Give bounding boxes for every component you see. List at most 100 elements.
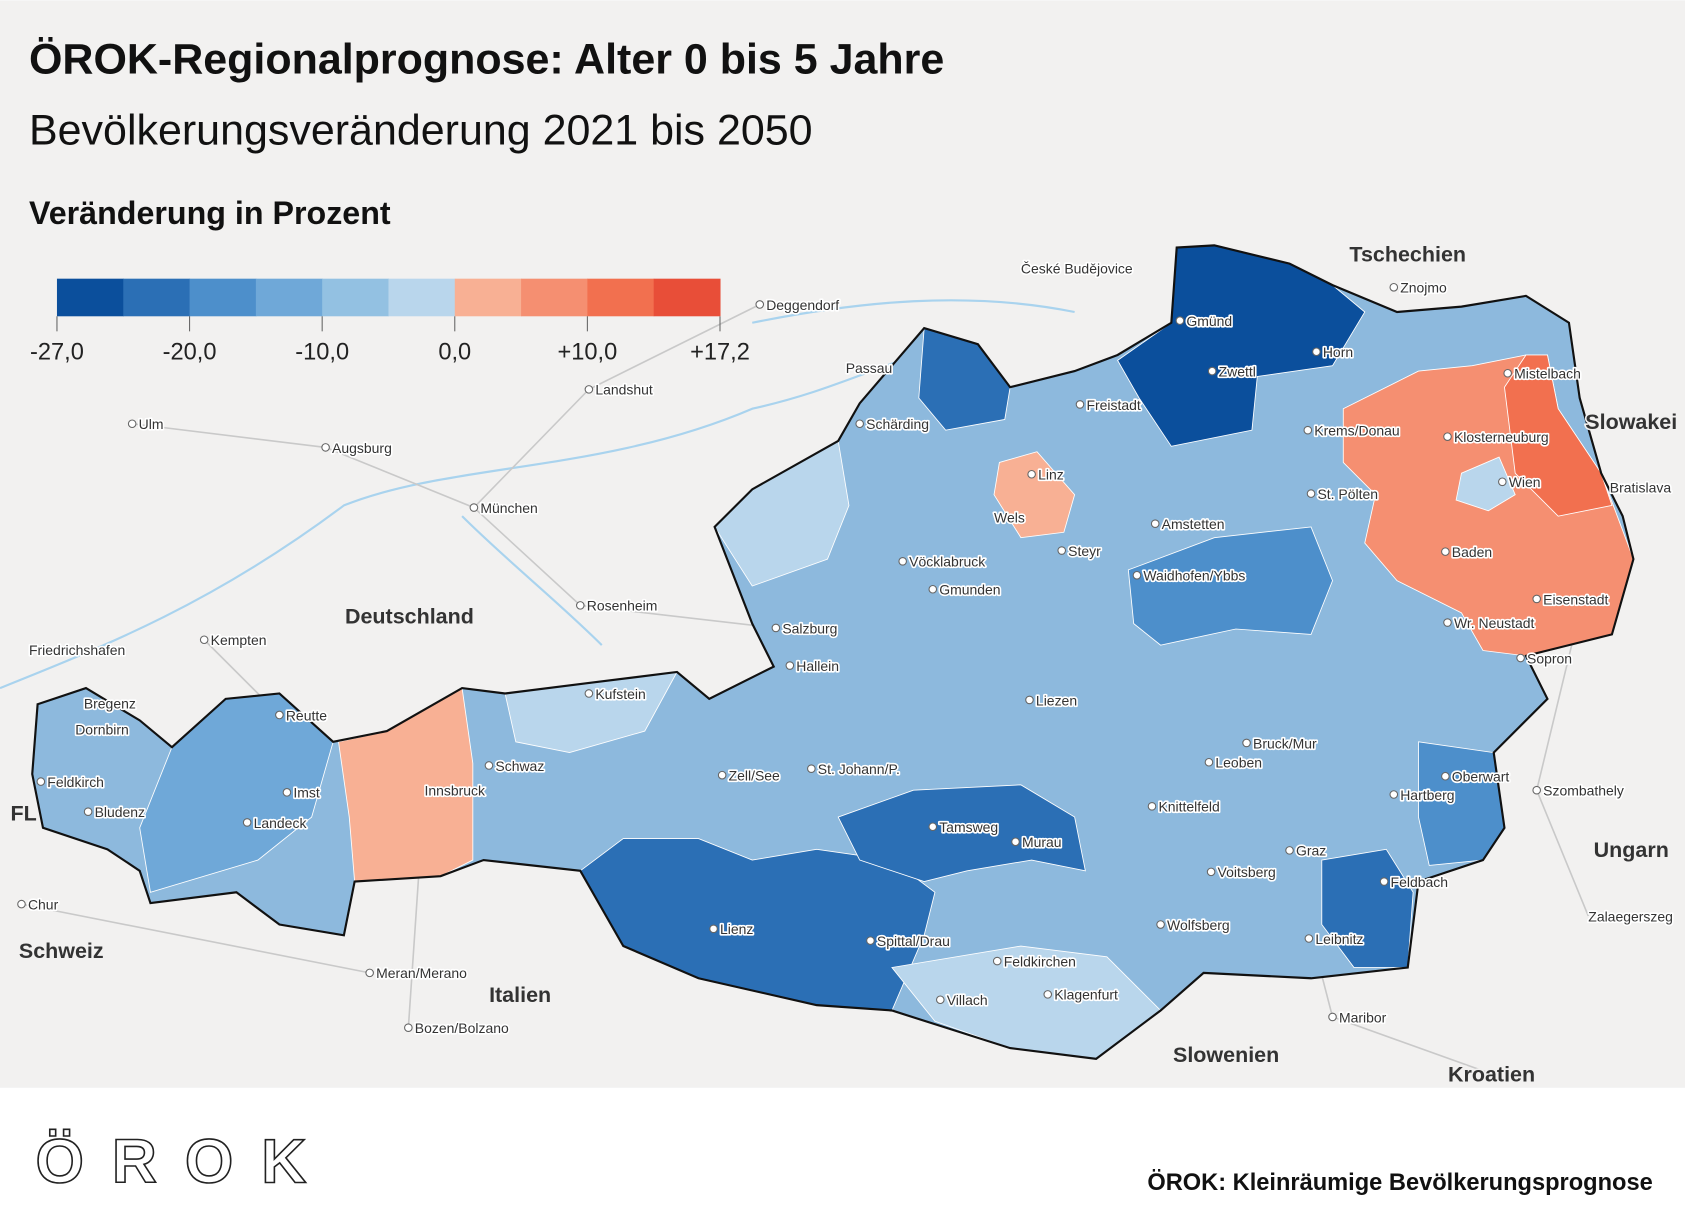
footer — [0, 1087, 1685, 1229]
city-label: Feldbach — [1391, 874, 1448, 890]
region — [993, 451, 1076, 539]
city-label: Graz — [1296, 843, 1326, 859]
legend: -27,0 -20,0 -10,0 0,0 +10,0 +17,2 — [30, 278, 750, 365]
legend-tick-label: +17,2 — [690, 339, 750, 365]
city-dot — [1303, 425, 1313, 435]
city-dot — [1516, 653, 1525, 663]
city-dot — [1043, 990, 1053, 999]
city-label: Leoben — [1215, 755, 1262, 771]
city-label: Szombathely — [1543, 783, 1624, 799]
legend-swatch — [123, 278, 191, 317]
city-label: Landeck — [254, 815, 307, 831]
city-label: Bozen/Bolzano — [415, 1020, 509, 1036]
city-dot — [365, 968, 374, 978]
city-dot — [1312, 347, 1321, 357]
legend-tick-label: +10,0 — [557, 339, 617, 365]
city-label: Sopron — [1527, 650, 1572, 666]
city-dot — [1156, 920, 1165, 929]
city-label: Horn — [1323, 344, 1353, 360]
city-dot — [1057, 546, 1067, 555]
city-dot — [469, 503, 479, 512]
city-label: Maribor — [1339, 1009, 1387, 1025]
city-label: Salzburg — [782, 620, 837, 636]
city-dot — [275, 710, 284, 720]
city-dot — [1206, 867, 1216, 877]
city-dot — [1532, 594, 1542, 604]
legend-tick-label: -10,0 — [295, 339, 349, 365]
city-dot — [1532, 785, 1542, 795]
country-label: Slowakei — [1585, 410, 1677, 434]
city-dot — [199, 635, 209, 645]
country-label: Ungarn — [1594, 838, 1669, 862]
city-label: Zell/See — [729, 768, 780, 784]
source: ÖROK: Kleinräumige Bevölkerungsprognose — [1147, 1169, 1652, 1196]
city-dot — [1306, 489, 1316, 498]
city-label: Augsburg — [332, 440, 392, 456]
river — [752, 299, 1075, 324]
city-label: Deggendorf — [766, 297, 839, 313]
city-label: Rosenheim — [587, 598, 658, 614]
city-dot — [1328, 1012, 1337, 1022]
city-label: Wr. Neustadt — [1454, 615, 1535, 631]
country-label: Tschechien — [1349, 242, 1466, 266]
city-dot — [282, 788, 292, 797]
river — [0, 343, 968, 690]
city-dot — [1441, 547, 1450, 556]
city-label: Passau — [846, 360, 893, 376]
city-dot — [127, 419, 137, 429]
city-dot — [935, 995, 945, 1005]
city-dot — [1242, 738, 1251, 748]
city-dot — [1207, 366, 1217, 376]
city-label: Chur — [28, 896, 59, 912]
city-dot — [928, 822, 938, 832]
city-dot — [771, 623, 781, 633]
legend-swatch — [56, 278, 124, 317]
city-label: Voitsberg — [1218, 864, 1276, 880]
city-label: Landshut — [595, 382, 653, 398]
city-dot — [1443, 618, 1452, 627]
city-label: Amstetten — [1162, 516, 1225, 532]
city-label: Innsbruck — [424, 783, 485, 799]
city-label: Linz — [1038, 467, 1064, 483]
city-label: St. Johann/P. — [818, 761, 900, 777]
city-label: Friedrichshafen — [29, 642, 125, 658]
city-label: Ulm — [139, 416, 164, 432]
legend-tick-label: -27,0 — [30, 339, 84, 365]
city-label: Bratislava — [1610, 480, 1672, 496]
city-dot — [242, 818, 252, 827]
city-dot — [1304, 934, 1314, 943]
city-dot — [484, 761, 494, 770]
city-dot — [898, 557, 907, 566]
city-label: Klagenfurt — [1054, 987, 1118, 1003]
city-label: Steyr — [1068, 543, 1101, 559]
city-dot — [928, 584, 938, 594]
city-label: Wien — [1509, 474, 1541, 490]
legend-swatch — [388, 278, 456, 317]
city-dot — [83, 807, 93, 816]
city-dot — [1011, 837, 1020, 847]
city-label: Liezen — [1036, 692, 1077, 708]
city-label: Wels — [994, 510, 1025, 526]
city-dot — [709, 924, 718, 934]
city-dot — [1389, 282, 1399, 292]
city-label: Hallein — [796, 658, 839, 674]
city-dot — [1150, 519, 1160, 528]
city-dot — [807, 764, 816, 774]
title: ÖROK-Regionalprognose: Alter 0 bis 5 Jah… — [29, 35, 944, 83]
city-label: Bludenz — [95, 804, 145, 820]
city-label: České Budějovice — [1021, 260, 1133, 276]
city-label: Zalaegerszeg — [1588, 908, 1673, 924]
country-label: Italien — [489, 983, 551, 1007]
city-dot — [1285, 846, 1294, 855]
country-label: FL — [11, 801, 37, 825]
city-label: Murau — [1022, 834, 1062, 850]
country-label: Schweiz — [19, 939, 104, 963]
city-label: Lienz — [720, 921, 753, 937]
city-label: Knittelfeld — [1158, 799, 1219, 815]
city-label: Zwettl — [1219, 363, 1256, 379]
city-label: Bruck/Mur — [1253, 735, 1317, 751]
city-label: Schwaz — [495, 758, 544, 774]
city-dot — [1027, 469, 1036, 479]
city-dot — [1175, 316, 1185, 325]
